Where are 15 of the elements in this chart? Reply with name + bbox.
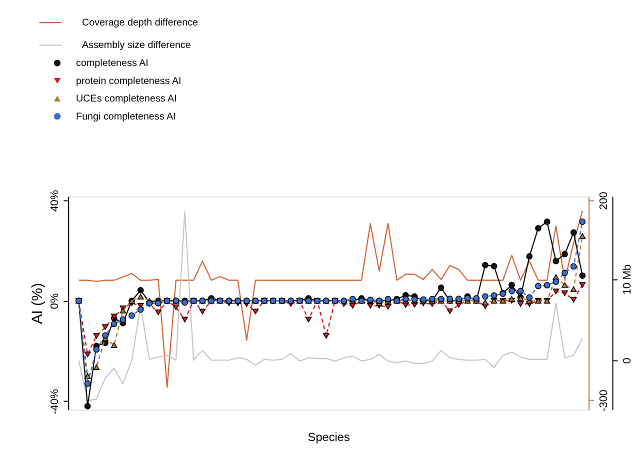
legend-label: Assembly size difference [82, 40, 192, 52]
legend-label: Coverage depth difference [82, 18, 199, 29]
y-tick-label: 40% [48, 190, 61, 212]
y3-tick-label: 0 [622, 358, 634, 364]
y-tick-label: 0% [48, 293, 61, 310]
legend-label: UCEs completeness AI [76, 94, 177, 105]
y-tick-label: -40% [48, 388, 61, 414]
y2-tick-label: 200 [598, 192, 610, 210]
y-axis-title: AI (%) [30, 282, 46, 324]
legend-label: protein completeness AI [76, 76, 182, 87]
x-axis-title: Species [308, 430, 350, 444]
y3-tick-label: 10 Mb [622, 264, 634, 295]
y2-tick-label: -300 [598, 390, 610, 412]
legend-label: completeness AI [76, 58, 148, 69]
legend-label: Fungi completeness AI [76, 111, 176, 122]
